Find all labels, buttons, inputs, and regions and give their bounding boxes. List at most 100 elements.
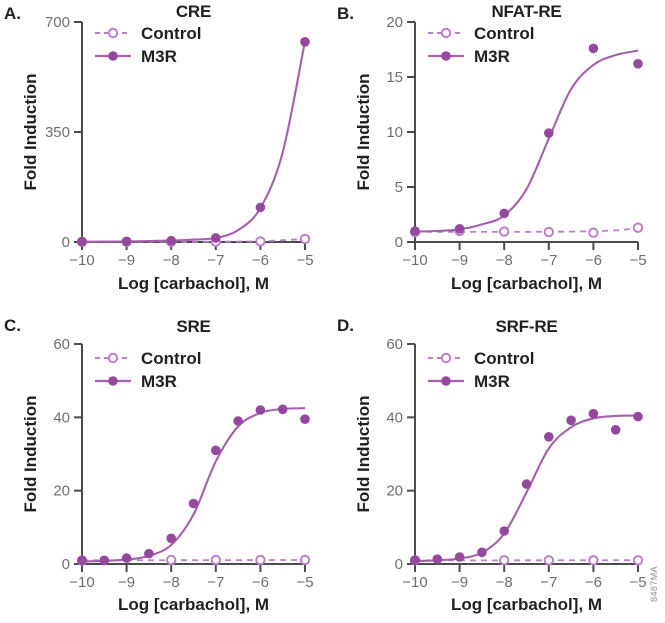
- legend-label-control: Control: [141, 23, 202, 43]
- control-point: [632, 555, 644, 566]
- panel-letter: A.: [4, 4, 21, 23]
- m3r-point: [211, 233, 221, 243]
- y-tick-label: 0: [62, 234, 70, 251]
- control-point: [588, 555, 599, 566]
- x-tick-label: −6: [585, 574, 602, 591]
- x-axis-label: Log [carbachol], M: [117, 595, 270, 614]
- x-tick-label: −7: [207, 252, 224, 269]
- y-tick-label: 40: [53, 409, 70, 426]
- y-tick-label: 60: [53, 336, 70, 353]
- figure-id-watermark: 8487MA: [649, 566, 659, 602]
- panel-letter: D.: [337, 316, 354, 335]
- nfat-re-plot-area: 0 5 10 15 20 −10 −9 −8 −7 −6 −5: [386, 14, 646, 269]
- panel-title: CRE: [175, 2, 212, 21]
- y-tick-label: 0: [395, 556, 403, 573]
- x-tick-label: −5: [296, 574, 313, 591]
- y-tick-label: 40: [386, 409, 403, 426]
- m3r-point: [77, 555, 87, 566]
- m3r-point: [121, 236, 132, 247]
- x-tick-label: −8: [496, 574, 513, 591]
- legend-item-m3r: M3R: [94, 47, 201, 65]
- panel-sre: 0 20 40 60 −10 −9 −8 −7 −6 −5 C. SRE Fold Inducti…: [0, 312, 332, 623]
- control-point: [543, 226, 555, 238]
- m3r-point: [499, 208, 509, 219]
- m3r-point: [544, 128, 554, 138]
- y-tick-label: 350: [45, 124, 70, 141]
- m3r-point: [99, 555, 110, 566]
- m3r-solid-line-icon: [95, 376, 131, 386]
- x-axis-label: Log [carbachol], M: [450, 274, 603, 293]
- legend: Control M3R: [427, 24, 534, 65]
- m3r-point: [454, 224, 465, 234]
- control-dashed-line-icon: [428, 27, 464, 39]
- panel-srf-re: 0 20 40 60 −10 −9 −8 −7 −6 −5 D. SRF-RE Fold Indu…: [333, 312, 665, 623]
- m3r-point: [77, 236, 87, 247]
- legend-label-control: Control: [474, 348, 535, 368]
- legend-item-m3r: M3R: [427, 372, 534, 390]
- srf-re-plot-area: 0 20 40 60 −10 −9 −8 −7 −6 −5: [386, 336, 646, 591]
- y-tick-label: 20: [386, 483, 403, 500]
- x-tick-label: −7: [540, 252, 557, 269]
- y-tick-label: 20: [53, 483, 70, 500]
- m3r-point: [188, 498, 199, 509]
- x-tick-label: −7: [540, 574, 557, 591]
- m3r-point: [410, 226, 420, 236]
- legend: Control M3R: [427, 349, 534, 390]
- x-tick-label: −10: [402, 252, 427, 269]
- m3r-solid-line-icon: [95, 51, 131, 61]
- m3r-point: [588, 408, 599, 419]
- cre-plot-area: 0 350 700 −10 −9 −8 −7 −6 −5: [45, 14, 314, 269]
- y-axis-label: Fold Induction: [21, 73, 40, 191]
- m3r-point: [255, 202, 266, 213]
- legend-item-control: Control: [94, 349, 201, 367]
- x-tick-label: −9: [118, 574, 135, 591]
- x-tick-label: −8: [163, 252, 180, 269]
- control-point: [255, 554, 266, 566]
- y-tick-label: 10: [386, 124, 403, 141]
- legend-label-m3r: M3R: [474, 46, 510, 66]
- m3r-data-points: [410, 43, 643, 236]
- m3r-point: [566, 415, 576, 426]
- control-point: [588, 227, 599, 238]
- panel-nfat-re: 0 5 10 15 20 −10 −9 −8 −7 −6 −5 B. NFAT-RE Fold In…: [333, 0, 665, 311]
- m3r-point: [477, 547, 487, 558]
- panel-letter: C.: [4, 316, 21, 335]
- m3r-data-points: [410, 408, 643, 566]
- panel-title: SRF-RE: [495, 317, 558, 336]
- m3r-data-points: [77, 404, 310, 566]
- y-tick-label: 700: [45, 14, 70, 31]
- x-tick-label: −10: [402, 574, 427, 591]
- m3r-point: [588, 43, 599, 54]
- legend-label-m3r: M3R: [141, 371, 177, 391]
- control-point: [299, 233, 311, 245]
- legend-label-control: Control: [474, 23, 535, 43]
- control-dashed-line-icon: [428, 352, 464, 364]
- m3r-point: [454, 552, 465, 562]
- control-point: [255, 236, 266, 247]
- m3r-point: [277, 404, 288, 415]
- m3r-fit-curve: [81, 40, 307, 243]
- control-dashed-line-icon: [95, 27, 131, 39]
- control-point: [210, 554, 222, 566]
- legend-item-m3r: M3R: [94, 372, 201, 390]
- y-tick-label: 0: [62, 556, 70, 573]
- control-dashed-line-icon: [95, 352, 131, 364]
- x-tick-label: −8: [163, 574, 180, 591]
- control-point: [499, 226, 510, 237]
- x-tick-label: −6: [252, 574, 269, 591]
- x-axis-label: Log [carbachol], M: [117, 274, 270, 293]
- y-tick-label: 5: [395, 179, 403, 196]
- x-tick-label: −5: [629, 252, 646, 269]
- m3r-point: [233, 416, 243, 426]
- m3r-point: [166, 235, 176, 246]
- control-point: [499, 555, 510, 566]
- legend-label-m3r: M3R: [141, 46, 177, 66]
- control-point: [632, 222, 644, 233]
- m3r-point: [544, 432, 554, 442]
- x-axis-label: Log [carbachol], M: [450, 595, 603, 614]
- control-point: [299, 554, 311, 566]
- x-tick-label: −6: [252, 252, 269, 269]
- x-tick-label: −6: [585, 252, 602, 269]
- m3r-point: [121, 553, 132, 563]
